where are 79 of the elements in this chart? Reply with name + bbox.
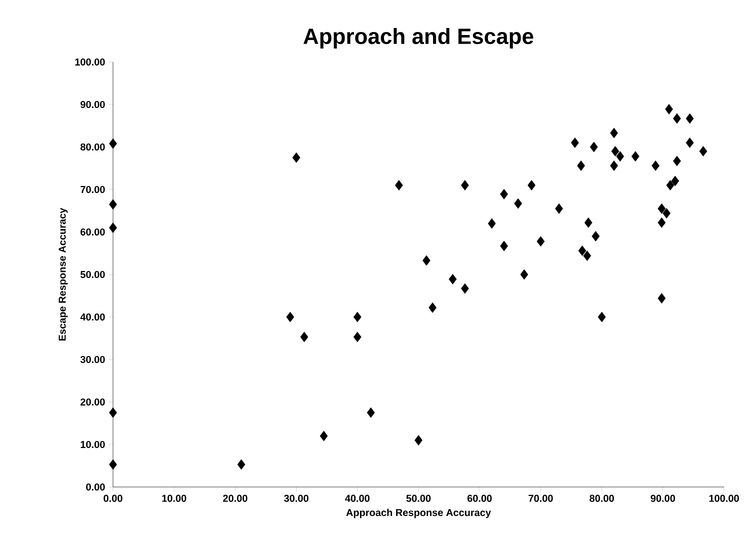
point (395, 180, 403, 190)
point (536, 236, 545, 247)
point (448, 274, 457, 284)
point (592, 231, 600, 242)
point (422, 255, 430, 266)
point (671, 176, 680, 186)
point (292, 152, 300, 163)
x-axis-title: Approach Response Accuracy (346, 508, 491, 518)
x-tick-label: 80.00 (590, 494, 614, 502)
point (514, 198, 522, 209)
point (460, 283, 469, 294)
y-tick-label: 50.00 (80, 270, 105, 278)
point (658, 293, 666, 304)
x-tick-label: 10.00 (162, 494, 186, 502)
point (598, 312, 606, 322)
point (528, 180, 536, 190)
point (665, 104, 673, 114)
x-tick-label: 20.00 (223, 494, 248, 502)
point (414, 435, 422, 446)
y-axis-title: Escape Response Accuracy (58, 208, 68, 341)
point (500, 188, 508, 200)
point (673, 156, 681, 166)
point (428, 302, 437, 313)
point (631, 151, 640, 162)
point (578, 246, 586, 256)
point (662, 208, 671, 218)
x-tick-label: 60.00 (467, 494, 492, 502)
point (109, 459, 117, 470)
x-tick-label: 0.00 (104, 494, 122, 502)
y-tick-label: 0.00 (86, 483, 105, 491)
point (577, 160, 585, 171)
point (658, 203, 666, 214)
point (555, 203, 563, 214)
point (488, 218, 496, 229)
point (460, 180, 469, 190)
point (616, 151, 624, 162)
point (366, 407, 375, 418)
x-tick-label: 50.00 (406, 494, 431, 502)
point (109, 199, 117, 210)
y-tick-label: 60.00 (80, 228, 105, 236)
point (109, 407, 117, 418)
y-tick-label: 80.00 (80, 143, 105, 151)
point (673, 113, 681, 124)
y-tick-label: 70.00 (80, 186, 105, 194)
chart-title: Approach and Escape (304, 28, 534, 48)
point (610, 160, 618, 171)
point (610, 128, 618, 138)
point (353, 312, 362, 322)
point (686, 138, 694, 148)
point (300, 332, 308, 342)
point (109, 138, 117, 149)
point (686, 113, 694, 124)
x-tick-label: 30.00 (284, 494, 308, 502)
point (584, 217, 592, 228)
y-tick-label: 30.00 (80, 356, 105, 364)
point (666, 180, 674, 190)
y-tick-label: 100.00 (75, 58, 105, 66)
y-tick-label: 10.00 (80, 440, 105, 448)
point (570, 138, 579, 148)
point (500, 240, 508, 252)
point (590, 142, 598, 152)
point (286, 312, 294, 322)
point (109, 222, 117, 233)
point (320, 430, 328, 442)
point (611, 146, 620, 156)
point (652, 160, 660, 171)
y-tick-label: 90.00 (80, 100, 105, 108)
point (658, 217, 666, 228)
y-tick-label: 20.00 (80, 398, 105, 406)
point (583, 250, 592, 261)
point (237, 459, 246, 470)
point (520, 269, 528, 280)
x-tick-label: 70.00 (528, 494, 553, 502)
point (699, 146, 708, 156)
x-tick-label: 40.00 (345, 494, 370, 502)
y-tick-label: 40.00 (80, 313, 105, 321)
x-tick-label: 100.00 (709, 494, 739, 502)
x-tick-label: 90.00 (650, 494, 676, 502)
point (353, 332, 362, 342)
